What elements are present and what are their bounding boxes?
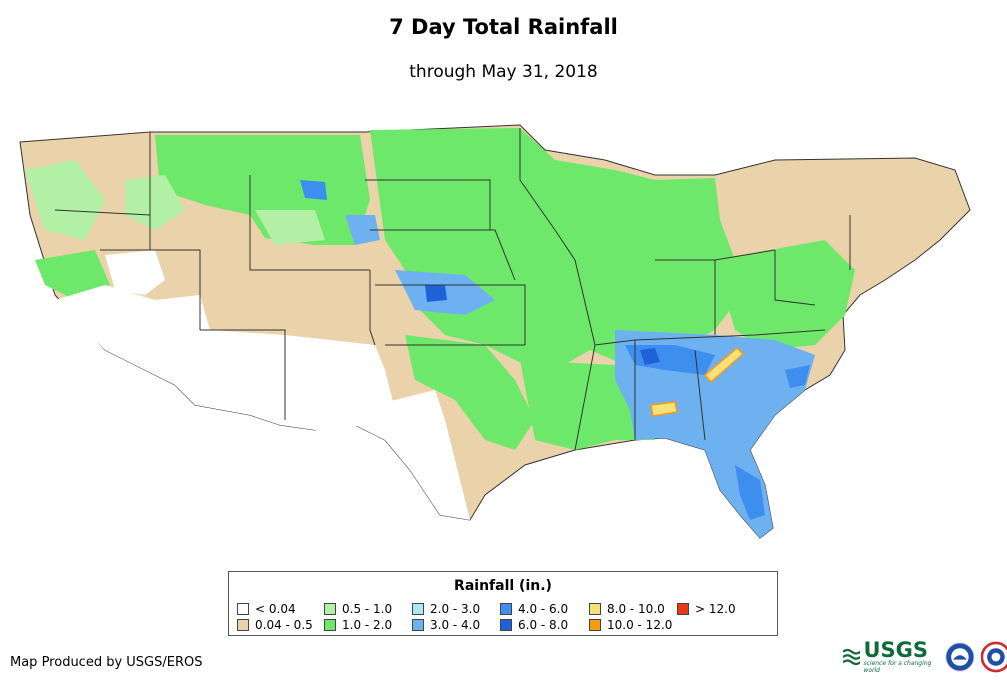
legend-swatch	[412, 619, 424, 631]
legend-swatch	[237, 619, 249, 631]
legend-label: > 12.0	[695, 602, 736, 616]
legend-swatch	[500, 619, 512, 631]
usgs-wordmark: USGS	[863, 638, 929, 662]
usgs-wave-icon	[843, 648, 861, 666]
legend-swatch	[677, 603, 689, 615]
dry-southwest	[55, 285, 395, 430]
legend-title: Rainfall (in.)	[454, 578, 552, 594]
legend-swatch	[412, 603, 424, 615]
legend-swatch	[500, 603, 512, 615]
legend-label: 10.0 - 12.0	[607, 618, 673, 632]
legend-label: 4.0 - 6.0	[518, 602, 569, 616]
legend-swatch	[589, 619, 601, 631]
agency-logos: USGS science for a changing world	[843, 640, 1007, 674]
legend-item: 6.0 - 8.0	[500, 618, 568, 632]
legend-item: 1.0 - 2.0	[324, 618, 392, 632]
legend-item: 10.0 - 12.0	[589, 618, 672, 632]
legend-label: < 0.04	[255, 602, 296, 616]
legend-swatch	[324, 603, 336, 615]
legend-item: 0.5 - 1.0	[324, 602, 392, 616]
legend-item: 4.0 - 6.0	[500, 602, 568, 616]
legend-label: 2.0 - 3.0	[430, 602, 481, 616]
legend-label: 8.0 - 10.0	[607, 602, 665, 616]
legend-item: > 12.0	[677, 602, 736, 616]
legend-swatch	[237, 603, 249, 615]
noaa-logo-icon	[945, 642, 975, 672]
dry-texas	[345, 390, 470, 520]
dry-nevada	[105, 250, 165, 295]
legend-swatch	[589, 603, 601, 615]
legend-item: 0.04 - 0.5	[237, 618, 313, 632]
usgs-logo: USGS science for a changing world	[843, 640, 939, 674]
legend-item: < 0.04	[237, 602, 296, 616]
legend: Rainfall (in.) < 0.04 0.04 - 0.5 0.5 - 1…	[228, 571, 778, 636]
legend-item: 2.0 - 3.0	[412, 602, 480, 616]
legend-item: 3.0 - 4.0	[412, 618, 480, 632]
nws-logo-icon	[980, 641, 1007, 673]
legend-swatch	[324, 619, 336, 631]
legend-label: 6.0 - 8.0	[518, 618, 569, 632]
credit-text: Map Produced by USGS/EROS	[10, 655, 203, 670]
legend-label: 3.0 - 4.0	[430, 618, 481, 632]
legend-label: 1.0 - 2.0	[342, 618, 393, 632]
rain-6-8-in	[425, 285, 660, 365]
map-title: 7 Day Total Rainfall	[389, 15, 618, 39]
state-borders	[54, 128, 851, 451]
legend-label: 0.04 - 0.5	[255, 618, 313, 632]
usgs-tagline: science for a changing world	[863, 660, 932, 674]
rainfall-map	[19, 124, 971, 539]
legend-label: 0.5 - 1.0	[342, 602, 393, 616]
legend-item: 8.0 - 10.0	[589, 602, 665, 616]
rain-8-12-in	[650, 346, 745, 417]
map-subtitle: through May 31, 2018	[409, 62, 598, 82]
rain-0.5-1-in	[25, 160, 325, 245]
